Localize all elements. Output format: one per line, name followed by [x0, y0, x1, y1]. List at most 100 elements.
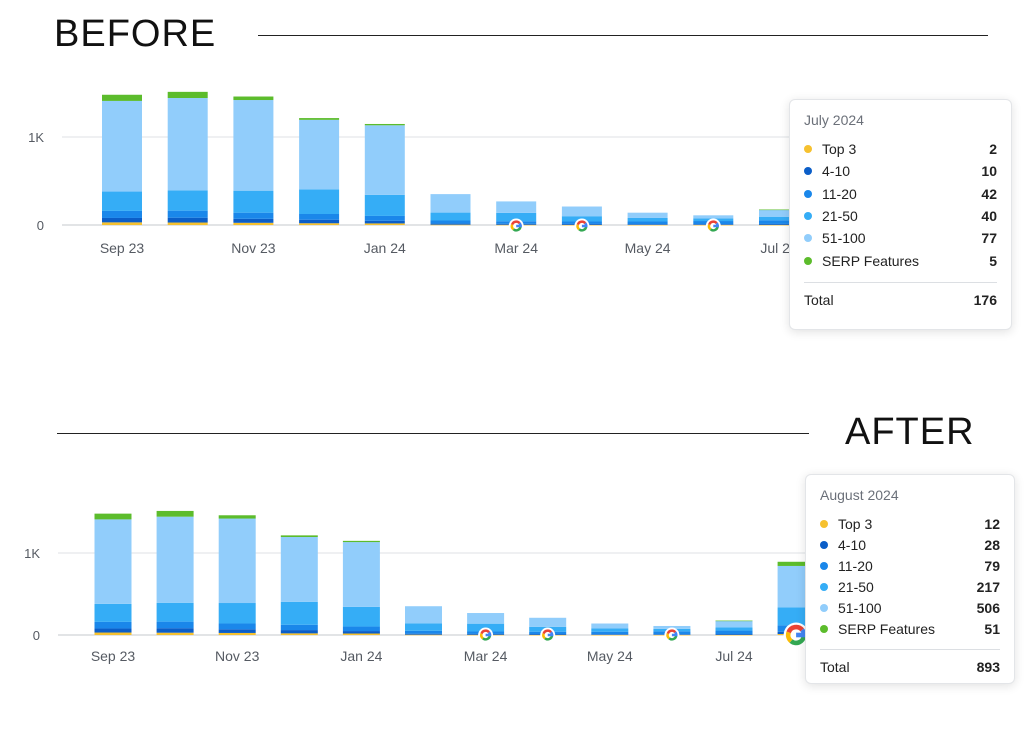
tooltip-row-11-20: 11-20 42 — [804, 183, 997, 205]
tooltip-label: 4-10 — [822, 163, 851, 180]
bar-segment-serp — [156, 510, 194, 517]
legend-dot-4-10 — [804, 167, 812, 176]
tooltip-row-serp: SERP Features 51 — [820, 618, 1000, 639]
bar-segment-51-100 — [102, 100, 142, 192]
bar-segment-11-20 — [167, 210, 208, 218]
bar-segment-51-100 — [156, 516, 194, 603]
bar-segment-serp — [167, 91, 208, 99]
bar-segment-serp — [102, 94, 142, 101]
before-chart: 0 1K Sep 23 Nov 23 Jan 24 Mar 24 May 24 Jul 24 — [28, 91, 799, 256]
after-heading: AFTER — [845, 411, 975, 453]
bar-segment-51-100 — [653, 625, 691, 629]
bar-segment-11-20 — [342, 626, 380, 632]
tooltip-value: 77 — [981, 230, 997, 247]
tooltip-value: 506 — [976, 599, 1000, 616]
tooltip-total-row: Total 893 — [820, 659, 1000, 675]
bar-segment-21-50 — [364, 194, 405, 216]
bar-segment-51-100 — [561, 206, 602, 217]
bar-segment-11-20 — [627, 221, 668, 225]
tooltip-total-label: Total — [804, 291, 834, 308]
bar-segment-51-100 — [342, 542, 380, 607]
bar-segment-4-10 — [759, 223, 799, 225]
bar-segment-4-10 — [591, 634, 629, 635]
y-tick-label: 0 — [33, 628, 40, 643]
bar-segment-21-50 — [627, 217, 668, 222]
bar-segment-51-100 — [715, 620, 753, 628]
bar-segment-4-10 — [430, 223, 471, 225]
bar-segment-4-10 — [156, 628, 194, 633]
bar-segment-serp — [94, 513, 132, 520]
tooltip-title: July 2024 — [804, 112, 864, 128]
bar-segment-serp — [342, 540, 380, 543]
bar-segment-serp — [364, 123, 405, 126]
bar-segment-51-100 — [591, 623, 629, 629]
bar-segment-51-100 — [299, 119, 340, 190]
tooltip-value: 40 — [981, 208, 997, 225]
y-tick-label: 1K — [28, 130, 44, 145]
bar-segment-top3 — [430, 224, 471, 226]
bar-segment-serp — [280, 535, 318, 538]
legend-dot-top3 — [804, 145, 812, 154]
bar-segment-11-20 — [280, 624, 318, 631]
y-tick-label: 1K — [24, 546, 40, 561]
bar-segment-51-100 — [467, 613, 505, 624]
google-g-icon — [540, 627, 556, 643]
google-g-icon — [508, 218, 524, 234]
bar-segment-11-20 — [405, 630, 442, 634]
x-tick-label: Nov 23 — [215, 648, 260, 664]
legend-dot-11-20 — [820, 561, 828, 570]
tooltip-label: 11-20 — [838, 557, 873, 574]
tooltip-total-row: Total 176 — [804, 292, 997, 308]
x-tick-label: Jan 24 — [340, 648, 382, 664]
bar-segment-11-20 — [299, 214, 340, 220]
tooltip-row-11-20: 11-20 79 — [820, 555, 1000, 576]
legend-dot-serp — [804, 256, 812, 265]
x-tick-label: Mar 24 — [494, 240, 538, 256]
bar-segment-11-20 — [715, 630, 753, 635]
bar-segment-serp — [299, 118, 340, 120]
legend-dot-11-20 — [804, 189, 812, 198]
bar-segment-21-50 — [430, 212, 471, 221]
tooltip-row-21-50: 21-50 40 — [804, 205, 997, 227]
bar-segment-21-50 — [591, 628, 629, 632]
bar-segment-11-20 — [591, 631, 629, 635]
tooltip-value: 5 — [989, 252, 997, 269]
legend-dot-serp — [820, 624, 828, 633]
bar-segment-21-50 — [156, 602, 194, 622]
tooltip-row-51-100: 51-100 77 — [804, 227, 997, 249]
bar-segment-serp — [233, 96, 274, 101]
bar-segment-top3 — [342, 633, 380, 635]
bar-segment-4-10 — [715, 634, 753, 635]
bar-segment-21-50 — [715, 627, 753, 631]
legend-dot-21-50 — [804, 212, 812, 221]
y-tick-label: 0 — [37, 218, 44, 233]
legend-dot-51-100 — [804, 234, 812, 243]
tooltip-value: 79 — [984, 557, 1000, 574]
bar-segment-11-20 — [218, 623, 256, 630]
bar-segment-top3 — [94, 632, 132, 635]
bar-segment-4-10 — [627, 224, 668, 225]
bar-segment-4-10 — [299, 219, 340, 224]
bar-segment-4-10 — [364, 220, 405, 224]
tooltip-value: 51 — [984, 620, 1000, 637]
tooltip-label: 51-100 — [838, 599, 882, 616]
tooltip-total-value: 893 — [976, 659, 1000, 675]
bar-segment-21-50 — [102, 191, 142, 211]
bar-segment-21-50 — [167, 190, 208, 211]
bar-segment-top3 — [233, 222, 274, 225]
bar-segment-51-100 — [233, 100, 274, 191]
bar-segment-21-50 — [233, 190, 274, 213]
legend-dot-51-100 — [820, 603, 828, 612]
bar-segment-top3 — [218, 632, 256, 635]
bar-segment-21-50 — [759, 216, 799, 221]
bar-segment-11-20 — [156, 621, 194, 629]
bar-segment-51-100 — [94, 519, 132, 604]
bar-segment-51-100 — [218, 518, 256, 604]
x-tick-label: Jul 24 — [715, 648, 753, 664]
google-g-icon — [574, 218, 590, 234]
bar-segment-51-100 — [693, 215, 734, 219]
after-panel: AFTER 0 1K Sep 23 Nov 23 Jan 24 Mar 24 May 24 J… — [0, 395, 1024, 732]
bar-segment-serp — [715, 620, 753, 622]
legend-dot-top3 — [820, 519, 828, 528]
